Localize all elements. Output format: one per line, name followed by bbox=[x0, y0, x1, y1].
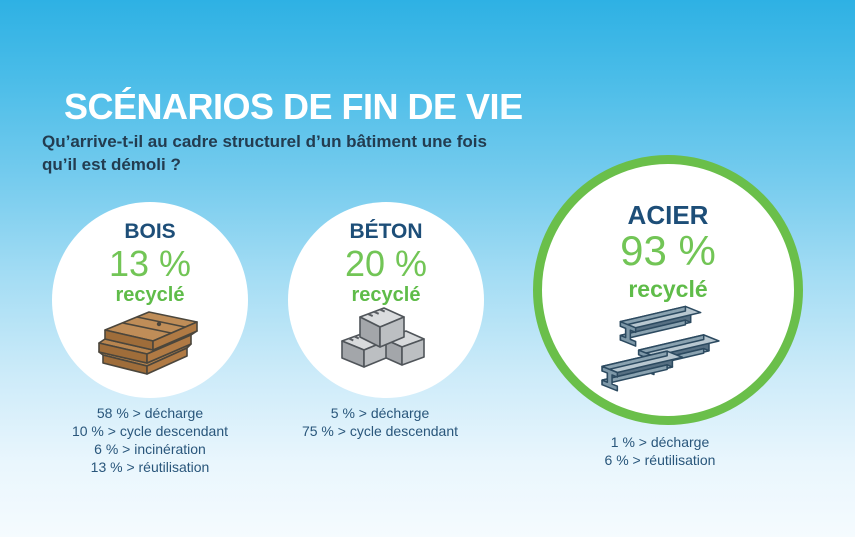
material-stats-bois: 58 % > décharge 10 % > cycle descendant … bbox=[40, 404, 260, 476]
recycled-label: recyclé bbox=[115, 284, 185, 306]
recycled-percent: 93 % bbox=[620, 227, 716, 274]
stat-line: 5 % > décharge bbox=[330, 405, 430, 421]
material-circle-beton: BÉTON 20 % recyclé bbox=[288, 202, 484, 398]
stat-line: 10 % > cycle descendant bbox=[71, 423, 229, 439]
material-name: BOIS bbox=[124, 220, 176, 243]
recycled-label: recyclé bbox=[628, 276, 708, 302]
material-name: BÉTON bbox=[349, 220, 423, 243]
stat-line: 6 % > réutilisation bbox=[604, 452, 716, 468]
material-circle-acier-highlighted: ACIER 93 % recyclé bbox=[533, 155, 803, 425]
material-stats-beton: 5 % > décharge 75 % > cycle descendant bbox=[270, 404, 490, 440]
stat-line: 13 % > réutilisation bbox=[90, 459, 210, 475]
steel-beams-icon bbox=[601, 305, 720, 392]
stat-line: 75 % > cycle descendant bbox=[301, 423, 459, 439]
stat-line: 1 % > décharge bbox=[610, 434, 710, 450]
material-stats-acier: 1 % > décharge 6 % > réutilisation bbox=[550, 433, 770, 469]
recycled-percent: 13 % bbox=[108, 243, 192, 284]
stat-line: 6 % > incinération bbox=[94, 441, 206, 457]
stat-line: 58 % > décharge bbox=[96, 405, 204, 421]
page-subtitle: Qu’arrive-t-il au cadre structurel d’un … bbox=[42, 132, 487, 174]
wood-planks-icon bbox=[98, 311, 198, 375]
material-name: ACIER bbox=[627, 200, 709, 230]
concrete-blocks-icon bbox=[341, 307, 425, 368]
recycled-label: recyclé bbox=[351, 284, 421, 306]
recycled-percent: 20 % bbox=[344, 243, 428, 284]
page-title: SCÉNARIOS DE FIN DE VIE bbox=[64, 86, 523, 127]
